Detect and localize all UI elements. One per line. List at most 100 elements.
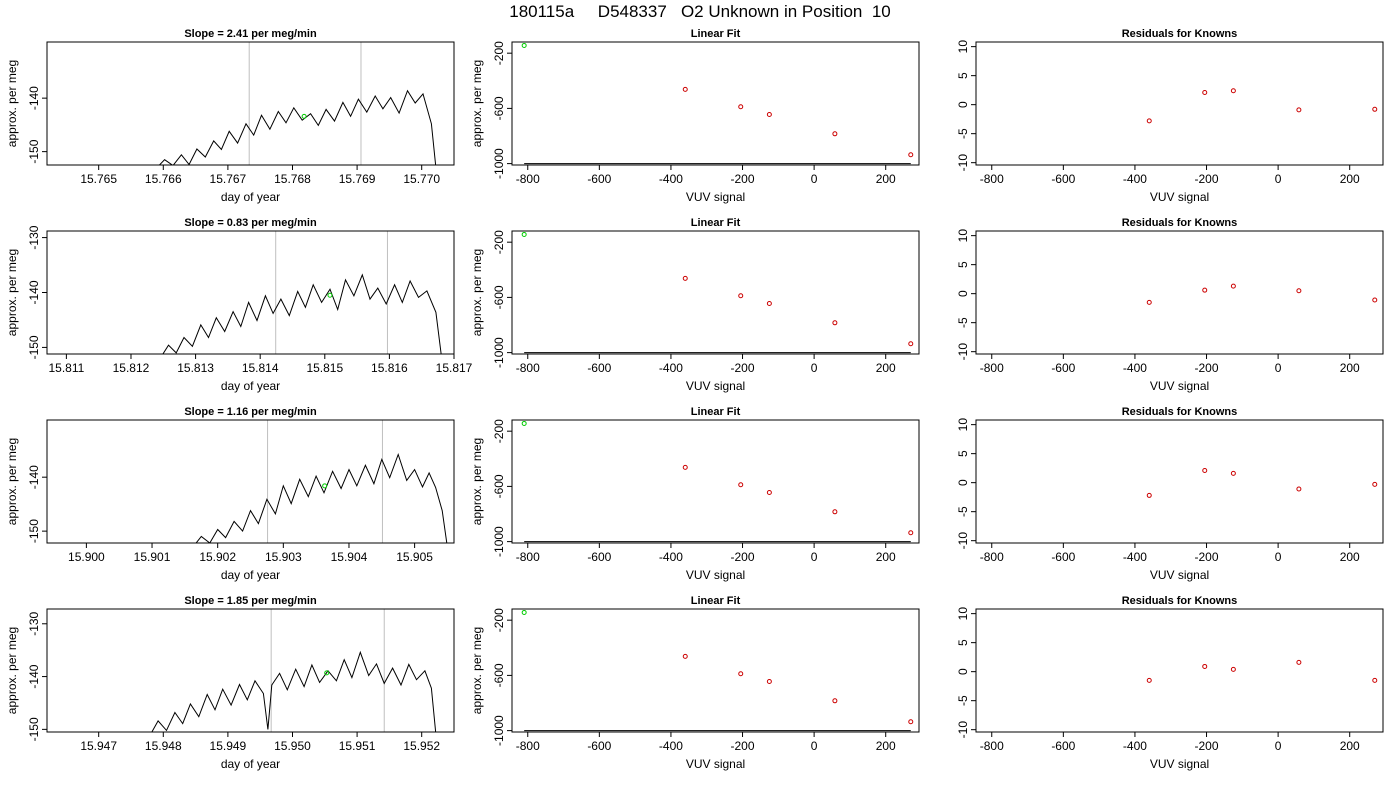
data-point [832,698,838,704]
x-tick-label: 0 [811,361,818,375]
data-point [766,489,772,495]
data-point [682,464,688,470]
y-tick-label: -5 [956,128,970,139]
data-point [1146,118,1152,124]
timeseries-panel-3: Slope = 1.85 per meg/min 15.947 15.948 15.9… [5,595,455,771]
x-tick-label: 15.769 [339,172,376,186]
x-axis-label: VUV signal [686,568,745,582]
x-tick-label: -400 [1123,550,1147,564]
x-tick-label: 15.815 [306,361,343,375]
x-tick-label: 0 [1275,739,1282,753]
data-point [766,678,772,684]
panel-title: Residuals for Knowns [1122,406,1238,418]
y-axis-label: approx. per meg [5,438,19,525]
x-tick-label: 15.950 [274,739,311,753]
x-tick-label: 15.904 [331,550,368,564]
residuals-panel-1: Residuals for Knowns -800 -600 -400 -200 0 200… [956,217,1384,393]
series-line [151,650,437,732]
x-tick-label: -200 [1195,361,1219,375]
y-tick-label: -130 [27,611,41,635]
y-tick-label: -150 [27,717,41,741]
y-tick-label: -1000 [492,148,506,179]
x-tick-label: -600 [587,739,611,753]
y-tick-label: -140 [27,86,41,110]
data-point [1146,677,1152,683]
x-tick-label: -400 [1123,361,1147,375]
y-tick-label: -5 [956,695,970,706]
x-tick-label: -400 [659,172,683,186]
y-tick-label: -140 [27,465,41,489]
panel-title: Slope = 1.85 per meg/min [184,595,317,607]
y-tick-label: -10 [956,154,970,172]
residuals-panel-3: Residuals for Knowns -800 -600 -400 -200 0 200… [956,595,1384,771]
x-tick-label: -400 [659,739,683,753]
x-tick-label: 15.766 [145,172,182,186]
y-tick-label: -600 [492,285,506,309]
highlight-point [301,113,307,119]
plot-frame [975,230,1384,355]
x-tick-label: -600 [1051,172,1075,186]
x-tick-label: 200 [1340,361,1360,375]
x-tick-label: -800 [516,550,540,564]
data-point [1202,467,1208,473]
y-axis-label: approx. per meg [470,249,484,336]
x-tick-label: 0 [811,739,818,753]
x-tick-label: -800 [516,361,540,375]
x-tick-label: 15.812 [113,361,150,375]
data-point [1296,659,1302,665]
x-axis-label: VUV signal [686,757,745,771]
x-tick-label: -600 [1051,550,1075,564]
x-tick-label: -600 [587,172,611,186]
y-tick-label: 0 [956,479,970,486]
y-tick-label: -200 [492,41,506,65]
y-tick-label: -200 [492,230,506,254]
data-point [1202,287,1208,293]
linear_fit-panel-1: Linear Fit -800 -600 -400 -200 0 200 -200 -600 -1… [470,217,920,393]
y-tick-label: 10 [956,229,970,243]
x-axis-label: VUV signal [686,379,745,393]
x-tick-label: 200 [876,739,896,753]
data-point [521,609,527,615]
x-tick-label: 15.900 [68,550,105,564]
panel-title: Linear Fit [691,595,741,607]
data-point [738,293,744,299]
linear_fit-panel-0: Linear Fit -800 -600 -400 -200 0 200 -200 -600 -1… [470,28,920,204]
x-tick-label: 15.770 [403,172,440,186]
y-tick-label: -140 [27,280,41,304]
x-tick-label: -400 [1123,739,1147,753]
y-tick-label: -150 [27,139,41,163]
data-point [521,42,527,48]
y-axis-label: approx. per meg [5,60,19,147]
x-tick-label: -600 [587,550,611,564]
timeseries-panel-0: Slope = 2.41 per meg/min 15.765 15.766 15.7… [5,28,455,204]
data-point [1230,88,1236,94]
y-tick-label: -1000 [492,715,506,746]
data-point [1230,666,1236,672]
data-point [521,231,527,237]
x-tick-label: 200 [876,550,896,564]
y-tick-label: 0 [956,668,970,675]
y-tick-label: -200 [492,608,506,632]
data-point [908,341,914,347]
y-tick-label: -600 [492,96,506,120]
x-tick-label: -200 [731,739,755,753]
x-tick-label: 15.817 [436,361,473,375]
y-tick-label: 5 [956,261,970,268]
x-tick-label: -200 [731,550,755,564]
series-line [195,452,448,543]
x-tick-label: -400 [659,550,683,564]
x-axis-label: day of year [221,568,280,582]
y-tick-label: 10 [956,40,970,54]
highlight-point [327,292,333,298]
x-tick-label: -400 [1123,172,1147,186]
y-tick-label: 5 [956,450,970,457]
data-point [1202,89,1208,95]
data-point [682,275,688,281]
data-point [766,300,772,306]
x-tick-label: -800 [980,361,1004,375]
data-point [1230,470,1236,476]
panel-title: Linear Fit [691,217,741,229]
y-tick-label: 5 [956,639,970,646]
x-tick-label: -800 [980,550,1004,564]
